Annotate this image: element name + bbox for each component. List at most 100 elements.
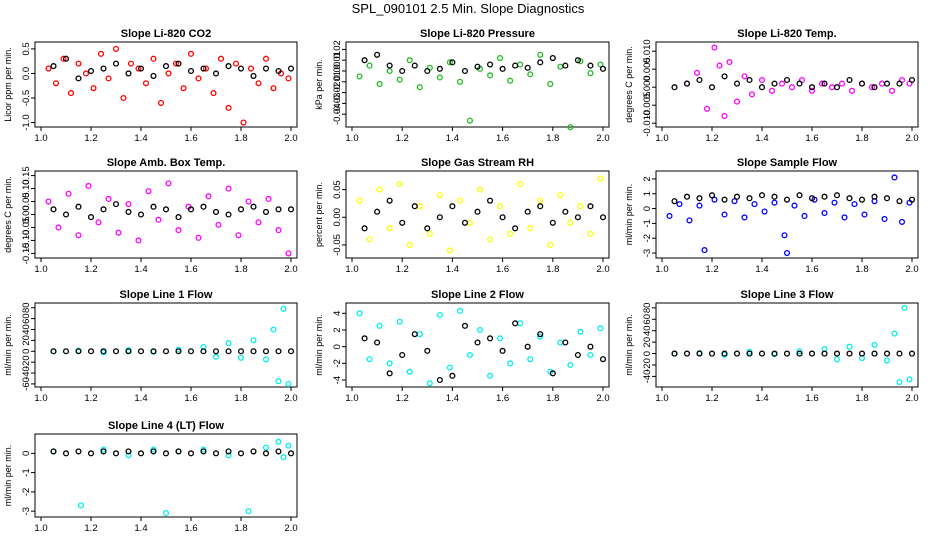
x-tick-label: 1.4 [755, 133, 768, 144]
y-tick-label: -3 [642, 249, 653, 257]
median-point [237, 450, 245, 457]
median-point [796, 192, 803, 199]
chart-title: Slope Gas Stream RH [421, 157, 534, 169]
y-tick-label: -2 [642, 234, 653, 242]
data-point [808, 87, 816, 94]
x-tick-label: 1.8 [546, 264, 559, 275]
y-tick-label: -0.01 [332, 71, 343, 93]
median-point [474, 339, 481, 346]
page-title: SPL_090101 2.5 Min. Slope Diagnostics [351, 1, 585, 16]
chart-panel-2: Slope Li-820 Pressure 1.0 1.2 1.4 1.6 1.8 2.0 -… [314, 28, 610, 144]
median-point [671, 84, 678, 91]
data-point [456, 307, 463, 314]
y-tick-label: -2 [332, 359, 343, 367]
y-axis-label: degrees C per min. [3, 176, 13, 253]
x-tick-label: 2.0 [596, 264, 609, 275]
y-tick-label: -2 [21, 488, 32, 496]
data-point [751, 201, 758, 208]
median-point [461, 67, 469, 75]
data-point [150, 446, 157, 453]
y-tick-label: 0.00 [332, 62, 343, 81]
data-point [200, 446, 207, 453]
median-point [200, 348, 207, 355]
x-tick-label: 1.2 [396, 393, 409, 404]
y-tick-label: 0 [21, 349, 32, 354]
plot-frame [34, 302, 298, 388]
x-tick-label: 1.2 [396, 133, 409, 144]
median-point [411, 62, 418, 69]
x-tick-label: 1.2 [705, 264, 718, 275]
y-tick-label: -0.005 [642, 92, 653, 119]
y-tick-label: 0.01 [332, 51, 343, 69]
x-tick-label: 1.8 [234, 264, 247, 275]
median-point [808, 84, 816, 91]
data-point [52, 80, 60, 87]
x-tick-label: 1.0 [34, 133, 47, 144]
plot-frame [34, 41, 298, 128]
y-tick-label: -0.04 [332, 103, 343, 125]
data-point [386, 360, 393, 367]
median-point [808, 195, 816, 202]
median-point [287, 206, 295, 213]
median-point [50, 63, 57, 70]
median-point [599, 214, 607, 221]
y-tick-label: 40 [21, 324, 32, 335]
data-point [45, 198, 52, 205]
median-point [212, 348, 220, 355]
median-point [486, 335, 494, 342]
data-point [406, 57, 413, 64]
median-point [399, 351, 406, 359]
data-point [741, 214, 748, 221]
median-point [808, 350, 816, 357]
y-axis-label: percent per min. [314, 182, 324, 247]
median-point [100, 348, 107, 355]
plot-frame [34, 433, 298, 518]
median-point [758, 350, 766, 357]
data-point [436, 192, 443, 199]
x-tick-label: 2.0 [284, 393, 297, 404]
median-point [225, 211, 232, 218]
median-point [858, 196, 866, 203]
data-point [883, 357, 891, 364]
median-point [461, 322, 469, 329]
data-point [366, 356, 373, 363]
median-point [486, 61, 494, 68]
y-tick-label: 0.10 [21, 179, 32, 198]
x-tick-label: 1.0 [34, 393, 47, 404]
data-point [436, 311, 443, 319]
data-point [906, 376, 913, 383]
median-point [574, 351, 581, 359]
data-point [486, 372, 494, 379]
data-point [225, 185, 232, 192]
data-point [235, 232, 242, 239]
x-tick-label: 1.8 [234, 523, 247, 534]
chart-title: Slope Li-820 Pressure [420, 28, 535, 40]
median-point [746, 350, 753, 357]
plot-frame [655, 41, 919, 128]
median-point [386, 370, 393, 377]
x-tick-label: 2.0 [905, 393, 918, 404]
median-point [75, 348, 82, 355]
median-point [858, 80, 866, 87]
y-tick-label: 0 [332, 344, 343, 349]
data-point [721, 211, 728, 218]
median-point [733, 350, 741, 357]
y-tick-label: -0.10 [21, 230, 32, 252]
data-point [135, 65, 142, 72]
median-point [162, 206, 170, 213]
median-point [175, 348, 182, 355]
chart-title: Slope Line 1 Flow [120, 289, 213, 301]
y-tick-label: 0.0 [21, 67, 32, 80]
data-point [247, 65, 255, 72]
data-point [898, 218, 906, 225]
data-point [232, 60, 240, 67]
median-point [225, 63, 232, 70]
median-point [708, 192, 716, 199]
data-point [537, 333, 544, 340]
data-point [250, 337, 257, 344]
data-point [376, 322, 383, 329]
median-point [287, 348, 295, 355]
x-tick-label: 2.0 [905, 133, 918, 144]
